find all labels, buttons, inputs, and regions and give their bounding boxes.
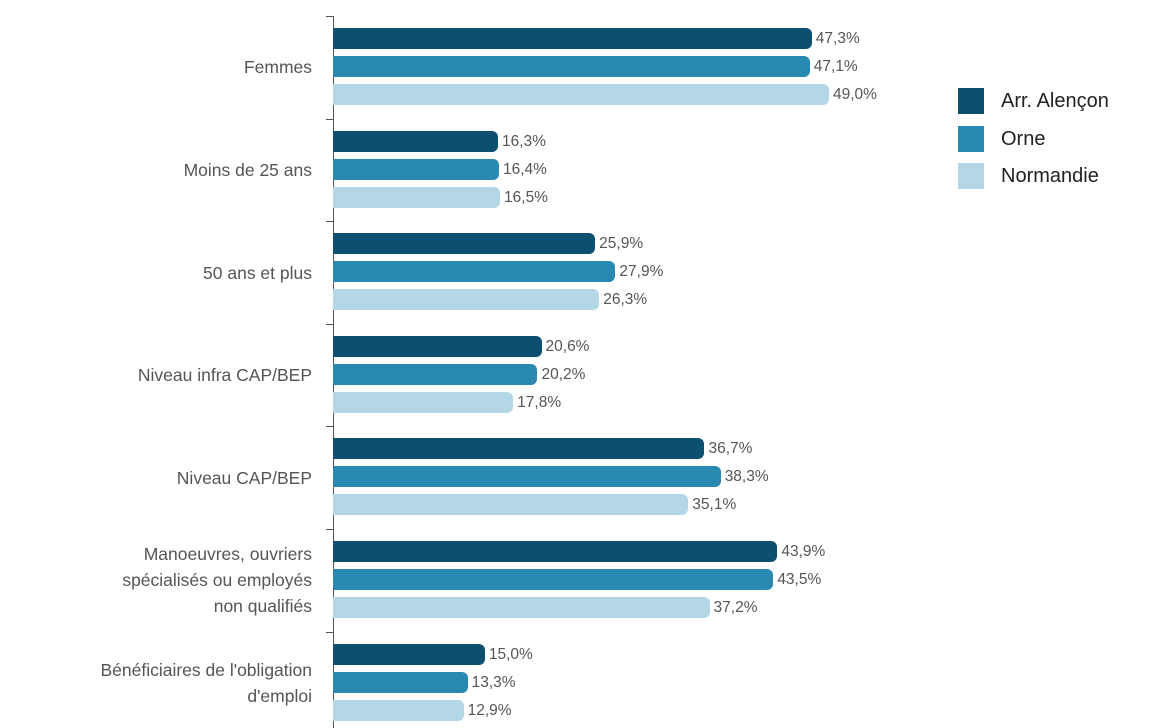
value-label: 20,6% bbox=[545, 337, 590, 355]
bar bbox=[333, 569, 774, 590]
bar bbox=[333, 130, 498, 152]
legend-swatch bbox=[958, 125, 984, 152]
group-tick bbox=[326, 118, 333, 120]
bar bbox=[333, 28, 812, 49]
group-tick bbox=[326, 16, 333, 17]
value-label: 15,0% bbox=[488, 645, 533, 663]
bar bbox=[333, 494, 689, 516]
group-tick bbox=[326, 631, 333, 633]
legend-swatch bbox=[958, 163, 984, 189]
value-label: 26,3% bbox=[603, 291, 648, 309]
group-tick bbox=[326, 426, 333, 428]
bar bbox=[333, 643, 485, 665]
bar bbox=[333, 335, 542, 357]
bar bbox=[333, 158, 499, 180]
value-label: 12,9% bbox=[467, 701, 512, 719]
category-label: Niveau infra CAP/BEP bbox=[137, 365, 312, 386]
category-label: 50 ans et plus bbox=[203, 262, 312, 283]
value-label: 27,9% bbox=[619, 263, 664, 281]
value-label: 16,3% bbox=[501, 132, 546, 150]
value-label: 13,3% bbox=[471, 673, 516, 691]
legend-label: Orne bbox=[1001, 127, 1046, 150]
bar bbox=[333, 391, 514, 413]
category-label: Niveau CAP/BEP bbox=[176, 467, 312, 488]
bar bbox=[333, 438, 705, 460]
value-label: 43,9% bbox=[781, 543, 826, 560]
legend-label: Normandie bbox=[1001, 165, 1099, 187]
legend-label: Arr. Alençon bbox=[1001, 90, 1109, 112]
category-label: Bénéficiaires de l'obligation d'emploi bbox=[100, 659, 312, 706]
value-label: 17,8% bbox=[517, 393, 562, 411]
value-label: 20,2% bbox=[541, 365, 586, 383]
bar bbox=[333, 699, 464, 721]
bar bbox=[333, 261, 616, 283]
bar bbox=[333, 56, 810, 77]
value-label: 25,9% bbox=[599, 235, 644, 253]
bar bbox=[333, 597, 710, 618]
value-label: 35,1% bbox=[692, 496, 737, 514]
value-label: 49,0% bbox=[833, 86, 877, 103]
bar bbox=[333, 289, 600, 311]
value-label: 47,3% bbox=[815, 30, 860, 47]
value-label: 16,4% bbox=[503, 160, 547, 178]
bar bbox=[333, 233, 596, 255]
value-label: 16,5% bbox=[504, 188, 548, 206]
bar bbox=[333, 186, 501, 208]
value-label: 36,7% bbox=[708, 440, 753, 458]
value-label: 43,5% bbox=[777, 571, 822, 588]
group-tick bbox=[326, 529, 333, 530]
category-label: Manoeuvres, ouvriers spécialisés ou empl… bbox=[122, 544, 312, 617]
bar bbox=[333, 671, 468, 693]
value-label: 47,1% bbox=[813, 58, 858, 75]
value-label: 38,3% bbox=[724, 468, 769, 486]
bar bbox=[333, 363, 538, 385]
group-tick bbox=[326, 221, 333, 223]
bar bbox=[333, 466, 721, 488]
group-tick bbox=[326, 323, 333, 325]
legend-swatch bbox=[958, 88, 984, 114]
bar bbox=[333, 84, 829, 105]
bar bbox=[333, 541, 778, 562]
category-label: Moins de 25 ans bbox=[183, 159, 312, 180]
value-label: 37,2% bbox=[713, 599, 758, 616]
category-label: Femmes bbox=[243, 57, 312, 78]
